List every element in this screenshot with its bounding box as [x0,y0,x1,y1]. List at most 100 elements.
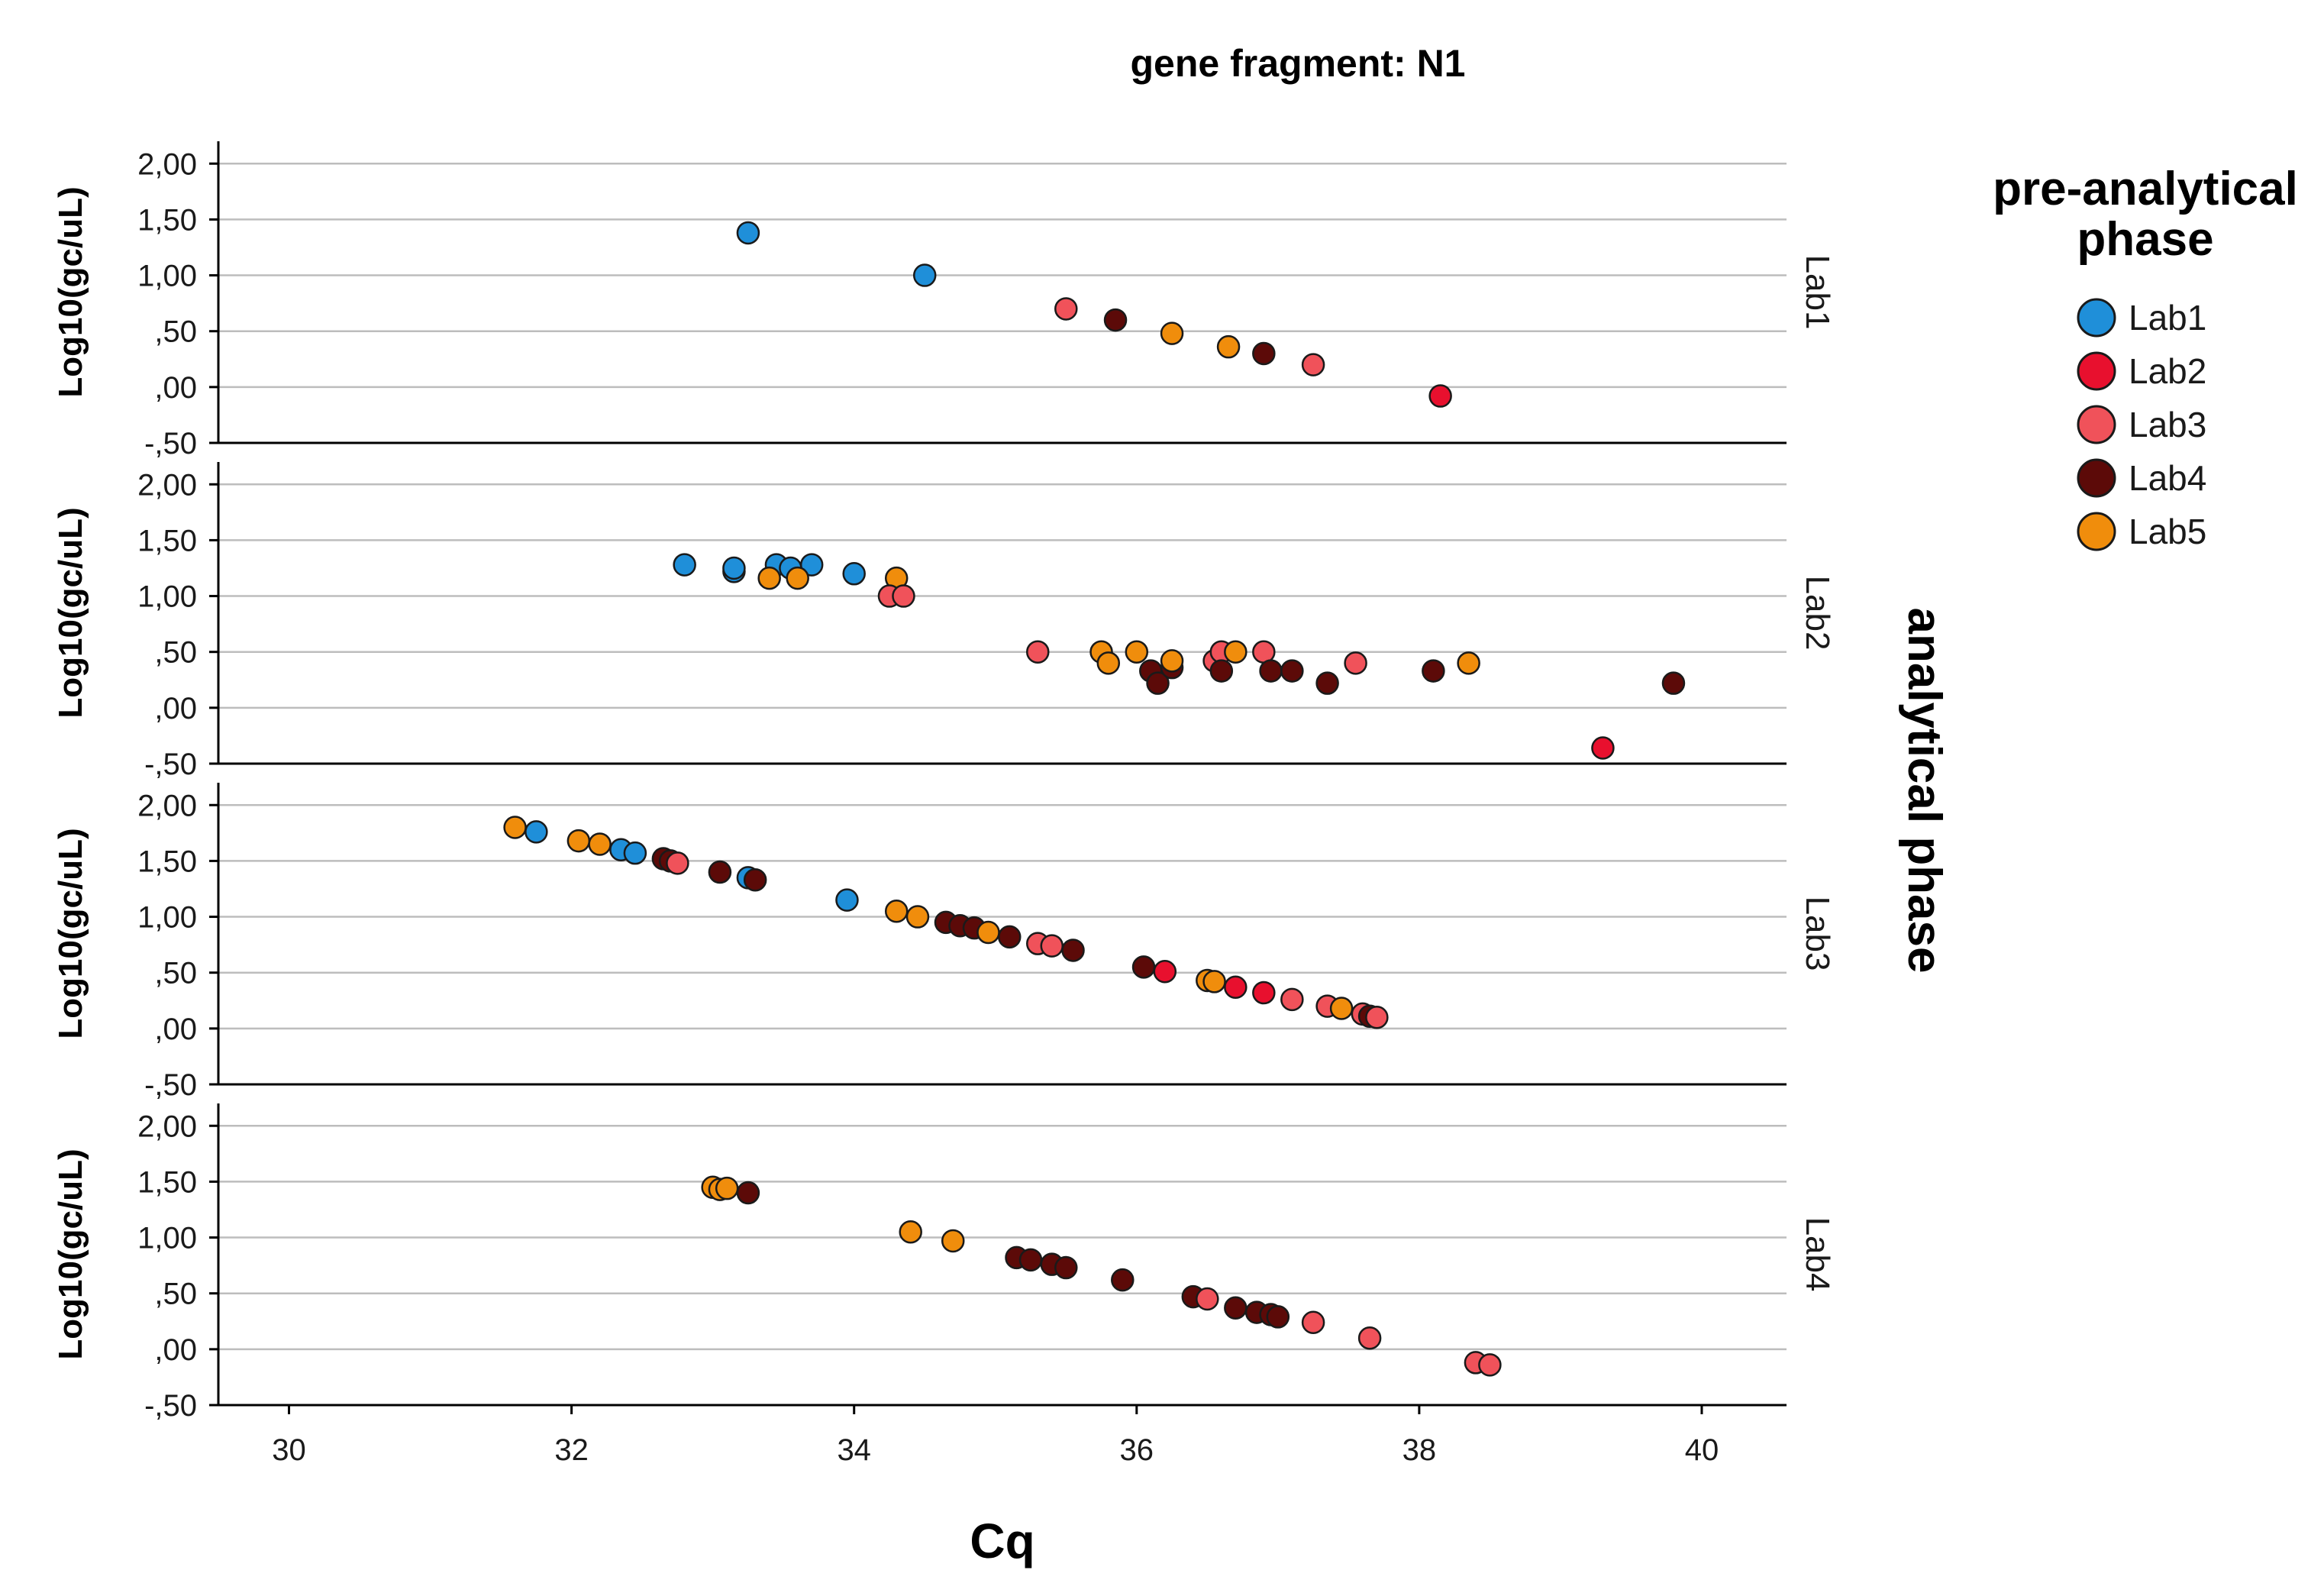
y-tick-label: 1,00 [137,580,197,614]
data-point [1096,651,1121,675]
data-point [899,1220,922,1244]
data-point [666,851,689,875]
data-point [1259,659,1283,683]
data-point [1280,659,1304,683]
y-tick-label: 2,00 [137,147,197,181]
y-tick-label: ,50 [154,957,197,990]
y-tick-label: -,50 [144,427,197,460]
facet-label: Lab4 [1799,1217,1836,1292]
x-tick-label: 32 [554,1433,589,1467]
facet-label: Lab1 [1799,255,1836,330]
y-tick-label: -,50 [144,1068,197,1102]
data-point [1216,334,1241,359]
y-axis-title: Log10(gc/uL) [52,828,89,1039]
data-point [1252,981,1276,1005]
data-point [1209,659,1234,683]
data-point [623,841,647,865]
data-point [1131,955,1156,979]
legend-title-line: phase [2077,213,2213,266]
y-tick-label: 1,50 [137,524,197,557]
data-point [1224,1296,1248,1320]
x-tick-label: 36 [1120,1433,1154,1467]
data-point [1040,934,1064,958]
data-point [1103,308,1128,332]
data-point [892,584,915,608]
data-point [1196,1287,1219,1311]
legend-label-lab2: Lab2 [2129,351,2206,391]
y-tick-label: -,50 [144,1389,197,1423]
data-point [941,1229,965,1253]
facet-panel-lab1: -,50 ,00 ,50 1,00 1,50 2,00 Log10(gc/uL) Lab1 [52,141,1836,460]
data-point [998,925,1022,949]
y-tick-label: 1,50 [137,1165,197,1199]
data-point [673,553,696,577]
x-tick-label: 38 [1402,1433,1437,1467]
data-point [566,829,591,853]
facet-label: Lab3 [1799,897,1836,971]
y-tick-label: ,50 [154,315,197,349]
y-tick-label: ,50 [154,636,197,670]
data-point [1329,997,1354,1020]
data-point [588,832,612,856]
y-tick-label: -,50 [144,748,197,781]
y-tick-label: ,00 [154,371,197,405]
legend-marker-lab3 [2077,405,2116,444]
data-point [1224,640,1248,664]
y-tick-label: ,00 [154,1333,197,1367]
facet-panel-lab2: -,50 ,00 ,50 1,00 1,50 2,00 Log10(gc/uL) Lab2 [52,462,1836,781]
data-point [1301,1310,1325,1334]
data-point [1026,640,1050,664]
facet-panel-lab4: -,50 ,00 ,50 1,00 1,50 2,00 Log10(gc/uL) Lab4 [52,1103,1836,1423]
data-point [708,860,732,884]
legend-title-line: pre-analytical [1993,163,2298,215]
facet-label: Lab2 [1799,576,1836,651]
data-point [1422,659,1445,683]
chart-title: gene fragment: N1 [1131,42,1466,85]
legend-marker-lab1 [2077,298,2116,338]
data-point [1224,975,1248,999]
data-point [1365,1005,1389,1029]
y-tick-label: 2,00 [137,468,197,502]
data-point [1357,1326,1382,1350]
legend-label-lab5: Lab5 [2129,512,2206,551]
data-point [525,820,548,844]
x-tick-label: 40 [1685,1433,1719,1467]
y-tick-label: ,50 [154,1278,197,1311]
x-tick-label: 34 [837,1433,871,1467]
data-point [1661,671,1686,695]
y-tick-label: 1,00 [137,260,197,293]
y-tick-label: 1,50 [137,845,197,878]
y-tick-label: 1,00 [137,1222,197,1255]
data-point [1202,970,1226,993]
facet-panel-lab3: -,50 ,00 ,50 1,00 1,50 2,00 Log10(gc/uL) Lab3 [52,783,1836,1102]
data-point [1160,649,1184,673]
y-axis-title: Log10(gc/uL) [52,186,89,397]
data-point [1428,384,1452,408]
data-point [503,816,527,839]
legend-title: pre-analytical phase [1993,163,2298,266]
legend-label-lab3: Lab3 [2129,405,2206,444]
data-point [1344,651,1367,675]
data-point [1280,987,1304,1012]
data-point [715,1176,739,1200]
y-tick-label: ,00 [154,1013,197,1046]
legend-marker-lab4 [2077,458,2116,498]
data-point [1315,671,1339,695]
y-tick-label: 1,50 [137,203,197,237]
data-point [1478,1353,1502,1377]
y-tick-label: ,00 [154,692,197,725]
x-axis: 30 32 34 36 38 40 [272,1405,1719,1467]
data-point [1146,671,1170,695]
facet-axis-title: analytical phase [1898,607,1951,973]
y-axis-title: Log10(gc/uL) [52,507,89,718]
data-point [799,553,824,577]
legend-label-lab4: Lab4 [2129,458,2206,498]
data-point [1266,1305,1290,1329]
data-point [976,920,1000,945]
data-point [1591,736,1615,760]
data-point [1018,1248,1043,1272]
data-point [757,566,781,590]
x-tick-label: 30 [272,1433,306,1467]
legend-marker-lab2 [2077,351,2116,391]
